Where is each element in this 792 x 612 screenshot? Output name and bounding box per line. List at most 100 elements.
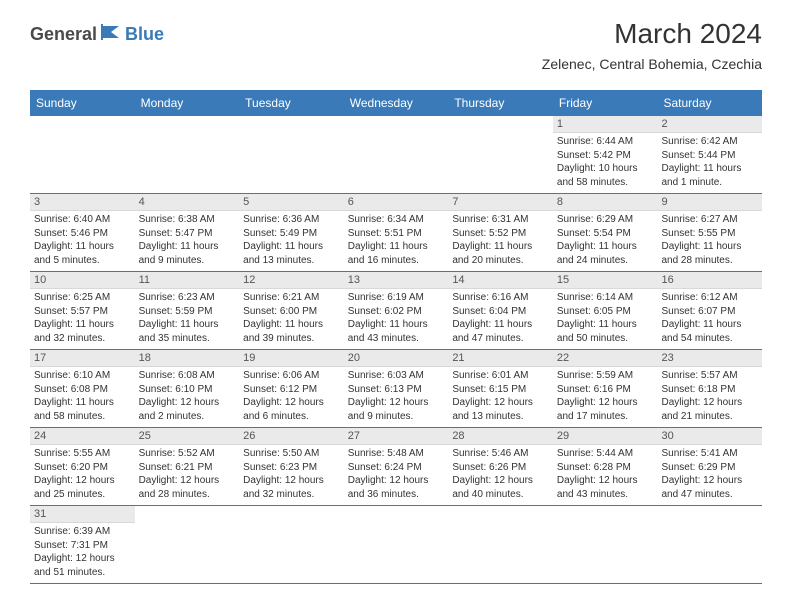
day-cell: 22Sunrise: 5:59 AMSunset: 6:16 PMDayligh… [553, 350, 658, 427]
day-number: 1 [553, 116, 658, 133]
day-cell: 16Sunrise: 6:12 AMSunset: 6:07 PMDayligh… [657, 272, 762, 349]
day-content: Sunrise: 6:39 AMSunset: 7:31 PMDaylight:… [30, 523, 135, 583]
day-content: Sunrise: 5:50 AMSunset: 6:23 PMDaylight:… [239, 445, 344, 505]
month-title: March 2024 [542, 18, 762, 50]
sunrise-text: Sunrise: 5:41 AM [661, 447, 758, 461]
daylight-text: Daylight: 12 hours and 9 minutes. [348, 396, 445, 423]
daylight-text: Daylight: 11 hours and 32 minutes. [34, 318, 131, 345]
day-cell: 21Sunrise: 6:01 AMSunset: 6:15 PMDayligh… [448, 350, 553, 427]
day-cell: 3Sunrise: 6:40 AMSunset: 5:46 PMDaylight… [30, 194, 135, 271]
day-content: Sunrise: 6:10 AMSunset: 6:08 PMDaylight:… [30, 367, 135, 427]
day-content: Sunrise: 6:16 AMSunset: 6:04 PMDaylight:… [448, 289, 553, 349]
day-content: Sunrise: 6:12 AMSunset: 6:07 PMDaylight:… [657, 289, 762, 349]
day-content: Sunrise: 6:31 AMSunset: 5:52 PMDaylight:… [448, 211, 553, 271]
sunrise-text: Sunrise: 6:42 AM [661, 135, 758, 149]
week-row: 1Sunrise: 6:44 AMSunset: 5:42 PMDaylight… [30, 116, 762, 194]
day-cell: 7Sunrise: 6:31 AMSunset: 5:52 PMDaylight… [448, 194, 553, 271]
daylight-text: Daylight: 11 hours and 39 minutes. [243, 318, 340, 345]
sunrise-text: Sunrise: 5:48 AM [348, 447, 445, 461]
day-cell: 6Sunrise: 6:34 AMSunset: 5:51 PMDaylight… [344, 194, 449, 271]
day-cell [553, 506, 658, 583]
sunset-text: Sunset: 5:54 PM [557, 227, 654, 241]
day-cell: 9Sunrise: 6:27 AMSunset: 5:55 PMDaylight… [657, 194, 762, 271]
sunrise-text: Sunrise: 5:55 AM [34, 447, 131, 461]
sunrise-text: Sunrise: 6:06 AM [243, 369, 340, 383]
day-number: 17 [30, 350, 135, 367]
sunset-text: Sunset: 5:49 PM [243, 227, 340, 241]
day-number: 18 [135, 350, 240, 367]
day-cell [657, 506, 762, 583]
day-cell: 30Sunrise: 5:41 AMSunset: 6:29 PMDayligh… [657, 428, 762, 505]
day-cell: 20Sunrise: 6:03 AMSunset: 6:13 PMDayligh… [344, 350, 449, 427]
sunset-text: Sunset: 5:57 PM [34, 305, 131, 319]
calendar: Sunday Monday Tuesday Wednesday Thursday… [30, 90, 762, 584]
daylight-text: Daylight: 12 hours and 17 minutes. [557, 396, 654, 423]
logo-text-blue: Blue [125, 24, 164, 45]
day-content: Sunrise: 6:29 AMSunset: 5:54 PMDaylight:… [553, 211, 658, 271]
day-content: Sunrise: 6:19 AMSunset: 6:02 PMDaylight:… [344, 289, 449, 349]
day-number: 20 [344, 350, 449, 367]
sunset-text: Sunset: 5:46 PM [34, 227, 131, 241]
sunrise-text: Sunrise: 6:27 AM [661, 213, 758, 227]
sunset-text: Sunset: 6:23 PM [243, 461, 340, 475]
daylight-text: Daylight: 12 hours and 40 minutes. [452, 474, 549, 501]
sunset-text: Sunset: 6:16 PM [557, 383, 654, 397]
day-cell: 26Sunrise: 5:50 AMSunset: 6:23 PMDayligh… [239, 428, 344, 505]
sunrise-text: Sunrise: 6:19 AM [348, 291, 445, 305]
sunrise-text: Sunrise: 6:14 AM [557, 291, 654, 305]
day-content: Sunrise: 5:41 AMSunset: 6:29 PMDaylight:… [657, 445, 762, 505]
day-content: Sunrise: 6:01 AMSunset: 6:15 PMDaylight:… [448, 367, 553, 427]
sunrise-text: Sunrise: 5:57 AM [661, 369, 758, 383]
day-content: Sunrise: 5:44 AMSunset: 6:28 PMDaylight:… [553, 445, 658, 505]
daylight-text: Daylight: 12 hours and 51 minutes. [34, 552, 131, 579]
sunrise-text: Sunrise: 5:50 AM [243, 447, 340, 461]
daylight-text: Daylight: 11 hours and 35 minutes. [139, 318, 236, 345]
dow-wednesday: Wednesday [344, 90, 449, 116]
sunrise-text: Sunrise: 6:29 AM [557, 213, 654, 227]
day-number: 8 [553, 194, 658, 211]
day-number: 14 [448, 272, 553, 289]
day-number: 4 [135, 194, 240, 211]
day-cell [344, 116, 449, 193]
daylight-text: Daylight: 11 hours and 47 minutes. [452, 318, 549, 345]
daylight-text: Daylight: 12 hours and 47 minutes. [661, 474, 758, 501]
day-cell: 10Sunrise: 6:25 AMSunset: 5:57 PMDayligh… [30, 272, 135, 349]
week-row: 24Sunrise: 5:55 AMSunset: 6:20 PMDayligh… [30, 428, 762, 506]
sunrise-text: Sunrise: 6:39 AM [34, 525, 131, 539]
day-number: 27 [344, 428, 449, 445]
sunrise-text: Sunrise: 6:38 AM [139, 213, 236, 227]
day-number: 30 [657, 428, 762, 445]
day-number: 7 [448, 194, 553, 211]
day-number: 23 [657, 350, 762, 367]
day-content: Sunrise: 6:23 AMSunset: 5:59 PMDaylight:… [135, 289, 240, 349]
day-number: 6 [344, 194, 449, 211]
day-content: Sunrise: 5:59 AMSunset: 6:16 PMDaylight:… [553, 367, 658, 427]
weeks-container: 1Sunrise: 6:44 AMSunset: 5:42 PMDaylight… [30, 116, 762, 584]
sunset-text: Sunset: 6:13 PM [348, 383, 445, 397]
day-cell [30, 116, 135, 193]
sunrise-text: Sunrise: 6:23 AM [139, 291, 236, 305]
day-cell [135, 506, 240, 583]
day-cell: 18Sunrise: 6:08 AMSunset: 6:10 PMDayligh… [135, 350, 240, 427]
sunset-text: Sunset: 5:44 PM [661, 149, 758, 163]
sunrise-text: Sunrise: 5:44 AM [557, 447, 654, 461]
daylight-text: Daylight: 12 hours and 6 minutes. [243, 396, 340, 423]
week-row: 17Sunrise: 6:10 AMSunset: 6:08 PMDayligh… [30, 350, 762, 428]
daylight-text: Daylight: 12 hours and 36 minutes. [348, 474, 445, 501]
sunrise-text: Sunrise: 5:46 AM [452, 447, 549, 461]
day-content: Sunrise: 6:08 AMSunset: 6:10 PMDaylight:… [135, 367, 240, 427]
sunset-text: Sunset: 5:47 PM [139, 227, 236, 241]
day-cell: 1Sunrise: 6:44 AMSunset: 5:42 PMDaylight… [553, 116, 658, 193]
day-cell: 19Sunrise: 6:06 AMSunset: 6:12 PMDayligh… [239, 350, 344, 427]
daylight-text: Daylight: 12 hours and 43 minutes. [557, 474, 654, 501]
sunset-text: Sunset: 6:18 PM [661, 383, 758, 397]
daylight-text: Daylight: 12 hours and 32 minutes. [243, 474, 340, 501]
logo-text-general: General [30, 24, 97, 45]
day-number: 15 [553, 272, 658, 289]
daylight-text: Daylight: 11 hours and 50 minutes. [557, 318, 654, 345]
title-block: March 2024 Zelenec, Central Bohemia, Cze… [542, 18, 762, 72]
day-number: 2 [657, 116, 762, 133]
day-cell: 4Sunrise: 6:38 AMSunset: 5:47 PMDaylight… [135, 194, 240, 271]
day-number: 21 [448, 350, 553, 367]
day-number: 10 [30, 272, 135, 289]
